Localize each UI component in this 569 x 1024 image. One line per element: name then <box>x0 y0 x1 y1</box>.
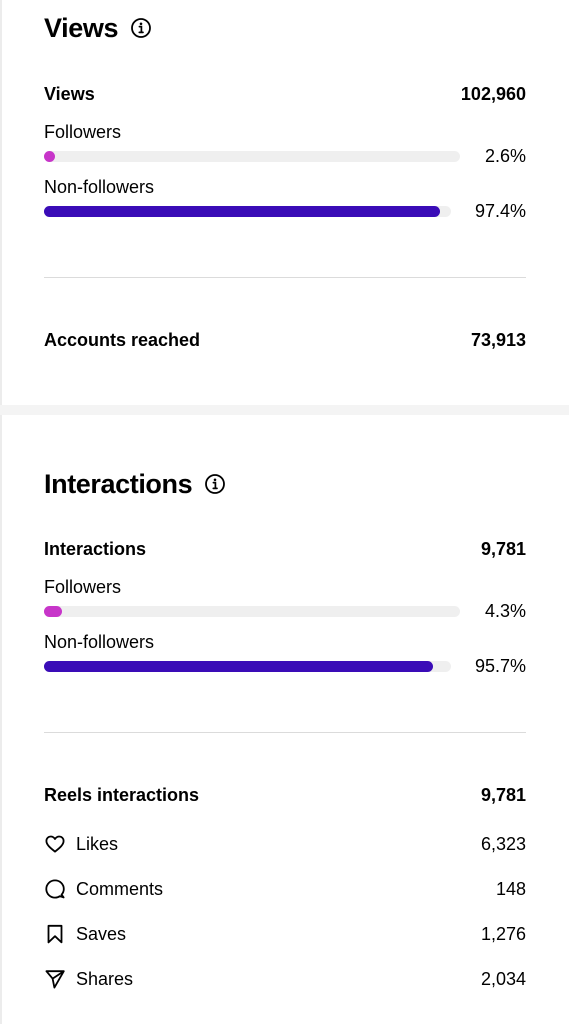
interactions-followers-pct: 4.3% <box>484 600 526 621</box>
accounts-reached-value: 73,913 <box>470 329 526 350</box>
metric-shares-value: 2,034 <box>480 968 526 989</box>
metric-likes-label: Likes <box>76 833 119 854</box>
metric-comments-label: Comments <box>76 878 164 899</box>
interactions-header: Interactions <box>44 464 526 504</box>
interactions-non-followers-bar-row: 95.7% <box>44 654 526 678</box>
views-non-followers-label: Non-followers <box>44 177 155 197</box>
metric-saves-row: Saves 1,276 <box>44 919 526 949</box>
metric-shares-label: Shares <box>76 968 134 989</box>
views-section: Views Views 102,960 Followers 2.6% Non-f… <box>44 8 526 353</box>
views-followers-pct: 2.6% <box>484 145 526 166</box>
views-non-followers-pct: 97.4% <box>474 200 526 221</box>
views-title: Views <box>44 12 119 43</box>
reels-interactions-label: Reels interactions <box>44 784 200 805</box>
views-total-row: Views 102,960 <box>44 81 526 107</box>
metric-comments-value: 148 <box>495 878 526 899</box>
metric-shares-row: Shares 2,034 <box>44 964 526 994</box>
interactions-section: Interactions Interactions 9,781 Follower… <box>44 464 526 994</box>
views-non-followers-bar-row: 97.4% <box>44 199 526 223</box>
views-header: Views <box>44 8 526 48</box>
accounts-reached-label: Accounts reached <box>44 329 201 350</box>
views-followers-bar-row: 2.6% <box>44 144 526 168</box>
views-non-followers-bar-track <box>44 205 451 217</box>
interactions-non-followers-label: Non-followers <box>44 632 155 652</box>
interactions-total-value: 9,781 <box>480 538 526 559</box>
metric-saves-value: 1,276 <box>480 923 526 944</box>
left-edge-divider <box>0 0 2 1024</box>
interactions-divider <box>44 732 526 733</box>
interactions-total-label: Interactions <box>44 538 147 559</box>
interactions-followers-bar-fill <box>44 605 62 617</box>
views-total-label: Views <box>44 83 95 104</box>
interactions-followers-bar-row: 4.3% <box>44 599 526 623</box>
reels-interactions-row: Reels interactions 9,781 <box>44 782 526 808</box>
metric-likes-row: Likes 6,323 <box>44 829 526 859</box>
comment-icon <box>44 878 66 900</box>
views-total-value: 102,960 <box>460 83 526 104</box>
metric-saves-label: Saves <box>76 923 127 944</box>
info-icon[interactable] <box>204 473 226 495</box>
interactions-followers-label: Followers <box>44 577 122 597</box>
views-divider <box>44 277 526 278</box>
reels-interactions-value: 9,781 <box>480 784 526 805</box>
interactions-non-followers-pct: 95.7% <box>474 655 526 676</box>
views-followers-label: Followers <box>44 122 122 142</box>
views-non-followers-bar-fill <box>44 205 441 217</box>
info-icon[interactable] <box>130 17 152 39</box>
interactions-non-followers-bar-fill <box>44 660 434 672</box>
metric-likes-value: 6,323 <box>480 833 526 854</box>
interactions-total-row: Interactions 9,781 <box>44 536 526 562</box>
interactions-title: Interactions <box>44 468 193 499</box>
views-followers-bar-fill <box>44 150 55 162</box>
metric-comments-row: Comments 148 <box>44 874 526 904</box>
section-separator-band <box>0 405 569 415</box>
interactions-followers-bar-track <box>44 605 460 617</box>
views-followers-bar-track <box>44 150 460 162</box>
heart-icon <box>44 833 66 855</box>
accounts-reached-row: Accounts reached 73,913 <box>44 327 526 353</box>
interactions-non-followers-bar-track <box>44 660 451 672</box>
reels-metrics-list: Likes 6,323 Comments 148 Saves <box>44 829 526 994</box>
share-icon <box>44 968 66 990</box>
bookmark-icon <box>44 923 66 945</box>
